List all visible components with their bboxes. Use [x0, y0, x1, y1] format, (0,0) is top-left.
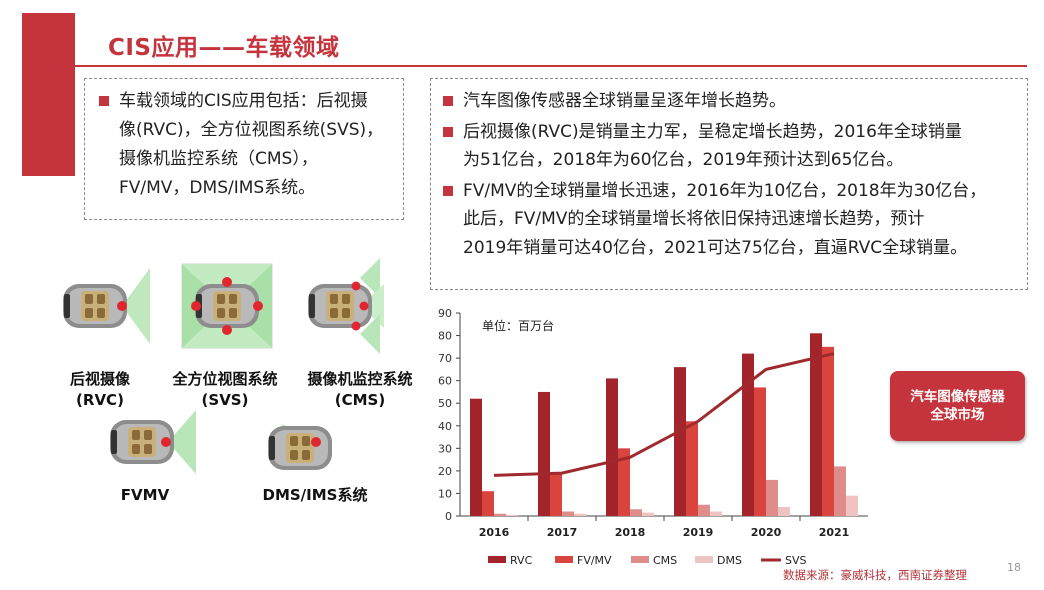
bar-rvc — [606, 378, 618, 516]
slide-title: CIS应用——车载领域 — [108, 35, 340, 61]
right-line: 2019年销量可达40亿台，2021可达75亿台，直逼RVC全球销量。 — [463, 237, 968, 258]
data-source: 数据来源：豪威科技，西南证券整理 — [783, 568, 967, 582]
right-bullet: 汽车图像传感器全球销量呈逐年增长趋势。 — [441, 87, 1017, 116]
left-line: 摄像机监控系统（CMS）， — [119, 149, 318, 169]
legend-label: SVS — [785, 554, 807, 567]
accent-block — [22, 13, 75, 176]
y-tick-label: 30 — [438, 442, 452, 455]
caption-line: FVMV — [120, 486, 170, 504]
caption-line: DMS/IMS系统 — [262, 486, 368, 504]
legend-label: RVC — [510, 554, 533, 567]
bar-rvc — [538, 391, 550, 516]
y-tick-label: 50 — [438, 397, 452, 410]
legend-label: CMS — [653, 554, 677, 567]
bar-cms — [630, 509, 642, 516]
cms-car-icon — [308, 258, 384, 354]
right-line: 后视摄像(RVC)是销量主力军，呈稳定增长趋势，2016年全球销量 — [463, 121, 962, 142]
bar-cms — [562, 511, 574, 516]
right-line: 汽车图像传感器全球销量呈逐年增长趋势。 — [463, 91, 786, 111]
x-tick-label: 2016 — [479, 526, 510, 539]
y-tick-label: 60 — [438, 375, 452, 388]
y-tick-label: 40 — [438, 420, 452, 433]
bar-fv-mv — [482, 491, 494, 516]
right-line: 为51亿台，2018年为60亿台，2019年预计达到65亿台。 — [463, 150, 904, 170]
dms-ims-car-icon — [268, 424, 332, 470]
market-badge: 汽车图像传感器 全球市场 — [890, 371, 1025, 441]
line-svs — [493, 352, 835, 477]
page-number: 18 — [1007, 561, 1021, 574]
dms-ims-caption: DMS/IMS系统 — [250, 485, 380, 506]
bar-cms — [834, 466, 846, 516]
bar-rvc — [810, 333, 822, 516]
y-tick-label: 90 — [438, 307, 452, 320]
caption-line: (RVC) — [76, 391, 124, 409]
sales-chart: 0 10 20 30 40 50 60 70 80 90 单位：百万台 2016 2017 2018 201… — [438, 307, 868, 567]
right-text-box: 汽车图像传感器全球销量呈逐年增长趋势。 后视摄像(RVC)是销量主力军，呈稳定增… — [430, 78, 1028, 290]
x-tick-label: 2017 — [547, 526, 578, 539]
badge-line: 全球市场 — [930, 407, 985, 423]
bar-dms — [846, 495, 858, 516]
bar-cms — [766, 479, 778, 516]
bar-fv-mv — [686, 421, 698, 516]
y-tick-label: 0 — [445, 510, 452, 523]
legend-swatch — [488, 556, 506, 563]
bar-rvc — [742, 353, 754, 516]
y-tick-label: 20 — [438, 465, 452, 478]
bar-dms — [710, 511, 722, 516]
rvc-car-icon — [63, 268, 150, 344]
bar-rvc — [470, 398, 482, 516]
left-line: 车载领域的CIS应用包括：后视摄 — [119, 91, 368, 111]
legend-swatch — [695, 556, 713, 563]
legend-swatch — [555, 556, 573, 563]
y-tick-label: 10 — [438, 487, 452, 500]
bar-cms — [494, 513, 506, 516]
left-line: 像(RVC)，全方位视图系统(SVS)， — [119, 120, 384, 140]
rvc-caption: 后视摄像 (RVC) — [55, 369, 145, 411]
left-text-box: 车载领域的CIS应用包括：后视摄 像(RVC)，全方位视图系统(SVS)， 摄像… — [84, 78, 404, 220]
bar-dms — [574, 513, 586, 516]
cms-caption: 摄像机监控系统 (CMS) — [295, 369, 425, 411]
left-line: FV/MV，DMS/IMS系统。 — [119, 178, 316, 198]
left-bullet: 车载领域的CIS应用包括：后视摄 像(RVC)，全方位视图系统(SVS)， 摄像… — [97, 87, 393, 203]
bar-dms — [778, 506, 790, 516]
right-line: FV/MV的全球销量增长迅速，2016年为10亿台，2018年为30亿台， — [463, 180, 987, 201]
caption-line: (SVS) — [201, 391, 249, 409]
legend-label: FV/MV — [577, 554, 612, 567]
x-tick-label: 2021 — [819, 526, 850, 539]
chart-unit-label: 单位：百万台 — [482, 318, 554, 333]
car-illustrations — [63, 258, 384, 474]
bar-fv-mv — [618, 448, 630, 516]
svs-caption: 全方位视图系统 (SVS) — [160, 369, 290, 411]
bar-dms — [506, 514, 518, 516]
bar-dms — [642, 512, 654, 516]
right-bullet: 后视摄像(RVC)是销量主力军，呈稳定增长趋势，2016年全球销量 为51亿台，… — [441, 118, 1017, 175]
x-tick-label: 2018 — [615, 526, 646, 539]
bar-fv-mv — [754, 387, 766, 516]
caption-line: 全方位视图系统 — [172, 370, 278, 388]
caption-line: 后视摄像 — [69, 370, 130, 388]
right-bullet: FV/MV的全球销量增长迅速，2016年为10亿台，2018年为30亿台， 此后… — [441, 177, 1017, 263]
bar-fv-mv — [550, 473, 562, 516]
y-tick-label: 70 — [438, 352, 452, 365]
right-line: 此后，FV/MV的全球销量增长将依旧保持迅速增长趋势，预计 — [463, 209, 925, 229]
bar-rvc — [674, 367, 686, 516]
fvmv-caption: FVMV — [100, 485, 190, 506]
bar-cms — [698, 504, 710, 516]
caption-line: (CMS) — [334, 391, 386, 409]
badge-line: 汽车图像传感器 — [910, 389, 1005, 405]
svs-car-icon — [181, 263, 273, 349]
title-divider — [22, 65, 1027, 67]
bar-fv-mv — [822, 346, 834, 516]
y-tick-label: 80 — [438, 330, 452, 343]
caption-line: 摄像机监控系统 — [307, 370, 413, 388]
x-tick-label: 2019 — [683, 526, 714, 539]
x-tick-label: 2020 — [751, 526, 782, 539]
legend-swatch — [631, 556, 649, 563]
legend-label: DMS — [717, 554, 742, 567]
fvmv-car-icon — [110, 410, 196, 474]
